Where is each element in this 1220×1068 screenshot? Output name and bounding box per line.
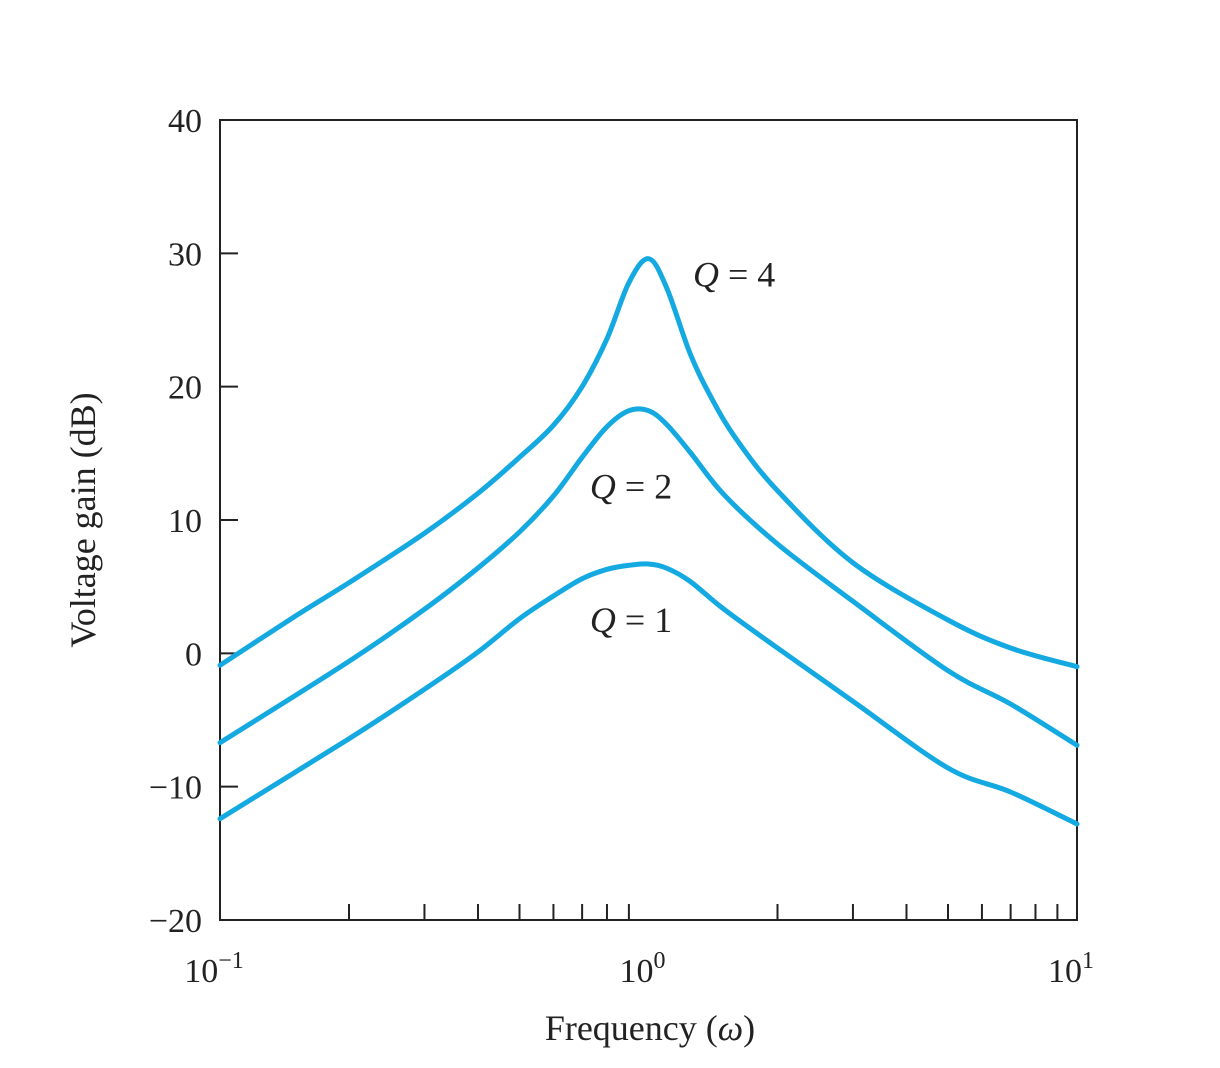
- x-tick-label: 100: [620, 948, 666, 990]
- series-label-q2: Q = 2: [590, 467, 672, 507]
- y-tick-label: 0: [185, 636, 202, 673]
- y-tick-label: 40: [168, 103, 202, 140]
- series-label-q4: Q = 4: [693, 255, 775, 295]
- y-tick-label: 10: [168, 503, 202, 540]
- axis-ticks: [220, 119, 1059, 921]
- y-tick-label: −10: [149, 770, 202, 807]
- series-line-q1: [217, 561, 1080, 827]
- y-tick-labels: 40 30 20 10 0 −10 −20: [149, 103, 202, 940]
- plot-frame: [219, 119, 1078, 921]
- x-axis-title: Frequency (ω): [545, 1008, 755, 1048]
- series-lines: [217, 256, 1080, 827]
- x-tick-label: 101: [1048, 948, 1094, 990]
- series-labels: Q = 4 Q = 2 Q = 1: [590, 255, 775, 640]
- y-axis-title: Voltage gain (dB): [63, 392, 103, 647]
- series-line-q4: [217, 256, 1080, 670]
- y-tick-label: −20: [149, 903, 202, 940]
- y-tick-label: 20: [168, 370, 202, 407]
- series-line-q2: [217, 406, 1080, 748]
- y-tick-label: 30: [168, 236, 202, 273]
- x-tick-label: 10−1: [184, 948, 244, 990]
- x-tick-labels: 10−1 100 101: [184, 948, 1094, 990]
- series-label-q1: Q = 1: [590, 600, 672, 640]
